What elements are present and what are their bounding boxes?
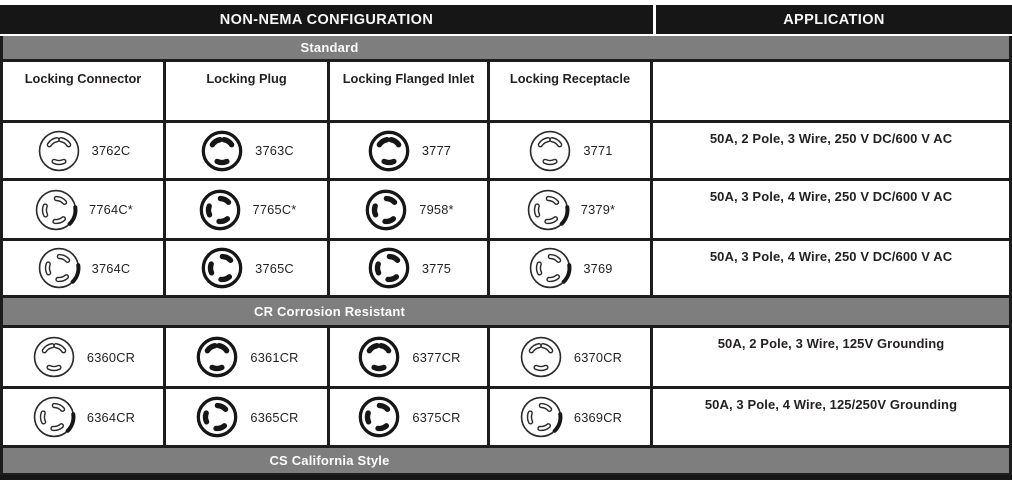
column-header-row: Locking Connector Locking Plug Locking F… xyxy=(0,62,1012,120)
table-header-row: NON-NEMA CONFIGURATION APPLICATION xyxy=(0,5,1012,34)
device-cell: 3762C xyxy=(3,123,163,178)
locking-plug-icon xyxy=(199,128,245,174)
column-header-locking-plug: Locking Plug xyxy=(166,62,327,120)
table-row: 6360CR 6361CR 6377CR 6370CR 50A, 2 Pole,… xyxy=(0,328,1012,386)
locking-flanged-inlet-icon xyxy=(356,334,402,380)
table-row: 3762C 3763C 3777 3771 50A, 2 Pole, 3 Wir… xyxy=(0,123,1012,178)
device-cell: 3765C xyxy=(166,241,327,295)
part-number: 6360CR xyxy=(86,349,136,365)
locking-flanged-inlet-icon xyxy=(366,128,412,174)
locking-connector-icon xyxy=(31,334,77,380)
locking-plug-icon xyxy=(194,394,240,440)
locking-receptacle-icon xyxy=(525,187,571,233)
device-cell: 6365CR xyxy=(166,389,327,445)
part-number: 6364CR xyxy=(86,409,136,425)
part-number: 3762C xyxy=(91,143,131,158)
locking-flanged-inlet-icon xyxy=(356,394,402,440)
locking-receptacle-icon xyxy=(527,128,573,174)
application-cell: 50A, 3 Pole, 4 Wire, 125/250V Grounding xyxy=(653,389,1009,445)
application-cell: 50A, 3 Pole, 4 Wire, 250 V DC/600 V AC xyxy=(653,241,1009,295)
device-cell: 7764C* xyxy=(3,181,163,238)
section-bar-cs-california-style: CS California Style xyxy=(0,448,1012,473)
device-cell: 3763C xyxy=(166,123,327,178)
part-number: 7765C* xyxy=(252,202,297,217)
table-row: 6364CR 6365CR 6375CR 6369CR 50A, 3 Pole,… xyxy=(0,389,1012,445)
device-cell: 6360CR xyxy=(3,328,163,386)
part-number: 6369CR xyxy=(573,409,623,425)
locking-receptacle-icon xyxy=(518,334,564,380)
table-row: 3764C 3765C 3775 3769 50A, 3 Pole, 4 Wir… xyxy=(0,241,1012,295)
locking-plug-icon xyxy=(197,187,243,233)
device-cell: 7765C* xyxy=(166,181,327,238)
bottom-black-strip xyxy=(0,475,1012,480)
part-number: 3777 xyxy=(421,143,452,158)
section-title: Standard xyxy=(300,40,359,55)
device-cell: 3769 xyxy=(490,241,650,295)
part-number: 7764C* xyxy=(89,202,133,217)
column-header-locking-receptacle: Locking Receptacle xyxy=(490,62,650,120)
locking-connector-icon xyxy=(36,128,82,174)
config-header: NON-NEMA CONFIGURATION xyxy=(0,5,653,34)
device-cell: 6370CR xyxy=(490,328,650,386)
part-number: 3771 xyxy=(583,143,613,158)
locking-plug-icon xyxy=(194,334,240,380)
part-number: 3765C xyxy=(255,260,294,276)
part-number: 3769 xyxy=(583,260,613,276)
part-number: 7379* xyxy=(580,202,616,217)
locking-connector-icon xyxy=(36,245,82,291)
section-bar-cr-corrosion-resistant: CR Corrosion Resistant xyxy=(0,298,1012,325)
locking-receptacle-icon xyxy=(518,394,564,440)
device-cell: 7958* xyxy=(330,181,487,238)
section-bar-standard: Standard xyxy=(0,36,1012,59)
part-number: 6370CR xyxy=(573,349,623,365)
part-number: 6361CR xyxy=(250,349,299,365)
device-cell: 6361CR xyxy=(166,328,327,386)
table-row: 7764C* 7765C* 7958* 7379* 50A, 3 Pole, 4… xyxy=(0,181,1012,238)
device-cell: 6369CR xyxy=(490,389,650,445)
device-cell: 3764C xyxy=(3,241,163,295)
device-cell: 7379* xyxy=(490,181,650,238)
application-cell: 50A, 3 Pole, 4 Wire, 250 V DC/600 V AC xyxy=(653,181,1009,238)
device-cell: 6375CR xyxy=(330,389,487,445)
application-header: APPLICATION xyxy=(656,5,1012,34)
locking-connector-icon xyxy=(31,394,77,440)
locking-flanged-inlet-icon xyxy=(366,245,412,291)
device-cell: 6364CR xyxy=(3,389,163,445)
section-title: CR Corrosion Resistant xyxy=(253,304,406,319)
application-cell: 50A, 2 Pole, 3 Wire, 250 V DC/600 V AC xyxy=(653,123,1009,178)
column-header-locking-connector: Locking Connector xyxy=(3,62,163,120)
part-number: 6365CR xyxy=(250,409,299,425)
section-title: CS California Style xyxy=(269,453,390,468)
part-number: 3775 xyxy=(421,260,452,276)
device-cell: 6377CR xyxy=(330,328,487,386)
part-number: 6375CR xyxy=(412,409,461,425)
device-cell: 3775 xyxy=(330,241,487,295)
device-cell: 3777 xyxy=(330,123,487,178)
application-cell: 50A, 2 Pole, 3 Wire, 125V Grounding xyxy=(653,328,1009,386)
part-number: 3764C xyxy=(91,260,131,276)
locking-plug-icon xyxy=(199,245,245,291)
locking-connector-icon xyxy=(33,187,79,233)
device-cell: 3771 xyxy=(490,123,650,178)
part-number: 3763C xyxy=(255,143,294,158)
part-number: 6377CR xyxy=(412,349,461,365)
column-header-locking-flanged-inlet: Locking Flanged Inlet xyxy=(330,62,487,120)
locking-flanged-inlet-icon xyxy=(363,187,409,233)
part-number: 7958* xyxy=(419,202,454,217)
locking-receptacle-icon xyxy=(527,245,573,291)
column-header-application-spacer xyxy=(653,62,1009,120)
